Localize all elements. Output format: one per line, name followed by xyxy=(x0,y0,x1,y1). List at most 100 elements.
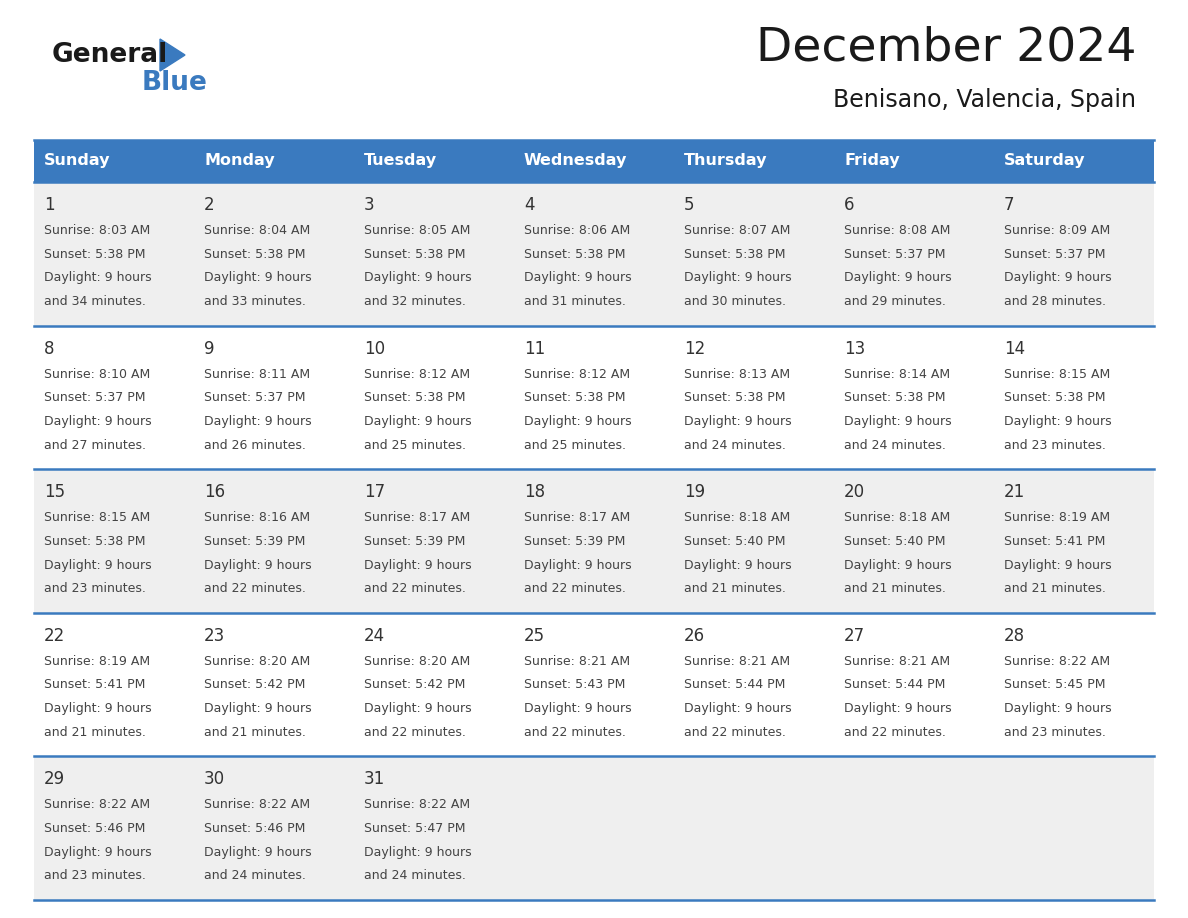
Text: Sunrise: 8:11 AM: Sunrise: 8:11 AM xyxy=(204,367,310,381)
Text: Sunset: 5:42 PM: Sunset: 5:42 PM xyxy=(204,678,305,691)
Text: and 23 minutes.: and 23 minutes. xyxy=(44,869,146,882)
Bar xyxy=(34,182,194,326)
Text: and 32 minutes.: and 32 minutes. xyxy=(364,295,466,308)
Text: and 24 minutes.: and 24 minutes. xyxy=(684,439,786,452)
Text: Sunrise: 8:18 AM: Sunrise: 8:18 AM xyxy=(684,511,790,524)
Text: Daylight: 9 hours: Daylight: 9 hours xyxy=(684,702,791,715)
Text: and 25 minutes.: and 25 minutes. xyxy=(524,439,626,452)
Bar xyxy=(834,613,994,756)
Text: Sunrise: 8:17 AM: Sunrise: 8:17 AM xyxy=(524,511,631,524)
Bar xyxy=(34,326,194,469)
Text: 10: 10 xyxy=(364,340,385,358)
Bar xyxy=(514,613,674,756)
Text: and 21 minutes.: and 21 minutes. xyxy=(44,726,146,739)
Text: and 34 minutes.: and 34 minutes. xyxy=(44,295,146,308)
Text: Blue: Blue xyxy=(143,70,208,96)
Text: Sunrise: 8:08 AM: Sunrise: 8:08 AM xyxy=(843,224,950,237)
Text: Sunday: Sunday xyxy=(44,153,110,169)
Text: and 25 minutes.: and 25 minutes. xyxy=(364,439,466,452)
Text: 8: 8 xyxy=(44,340,55,358)
Text: Sunset: 5:39 PM: Sunset: 5:39 PM xyxy=(524,535,625,548)
Text: Wednesday: Wednesday xyxy=(524,153,627,169)
Bar xyxy=(354,756,514,900)
Text: Sunset: 5:37 PM: Sunset: 5:37 PM xyxy=(204,391,305,404)
Text: Daylight: 9 hours: Daylight: 9 hours xyxy=(44,702,152,715)
Text: Daylight: 9 hours: Daylight: 9 hours xyxy=(843,702,952,715)
Text: Sunset: 5:38 PM: Sunset: 5:38 PM xyxy=(684,248,785,261)
Text: Thursday: Thursday xyxy=(684,153,767,169)
Text: 28: 28 xyxy=(1004,627,1025,644)
Text: and 22 minutes.: and 22 minutes. xyxy=(684,726,786,739)
Text: Sunrise: 8:09 AM: Sunrise: 8:09 AM xyxy=(1004,224,1111,237)
Text: Sunrise: 8:06 AM: Sunrise: 8:06 AM xyxy=(524,224,631,237)
Text: and 22 minutes.: and 22 minutes. xyxy=(843,726,946,739)
Text: Sunset: 5:38 PM: Sunset: 5:38 PM xyxy=(204,248,305,261)
Text: Sunrise: 8:05 AM: Sunrise: 8:05 AM xyxy=(364,224,470,237)
Text: Sunset: 5:45 PM: Sunset: 5:45 PM xyxy=(1004,678,1106,691)
Text: 4: 4 xyxy=(524,196,535,214)
Text: and 26 minutes.: and 26 minutes. xyxy=(204,439,305,452)
Text: Daylight: 9 hours: Daylight: 9 hours xyxy=(524,702,632,715)
Text: Daylight: 9 hours: Daylight: 9 hours xyxy=(684,272,791,285)
Text: and 22 minutes.: and 22 minutes. xyxy=(364,726,466,739)
Bar xyxy=(194,326,354,469)
Text: Daylight: 9 hours: Daylight: 9 hours xyxy=(524,272,632,285)
Bar xyxy=(834,469,994,613)
Text: Sunset: 5:38 PM: Sunset: 5:38 PM xyxy=(44,248,145,261)
Text: Daylight: 9 hours: Daylight: 9 hours xyxy=(684,558,791,572)
Text: 25: 25 xyxy=(524,627,545,644)
Text: 29: 29 xyxy=(44,770,65,789)
Text: Daylight: 9 hours: Daylight: 9 hours xyxy=(684,415,791,428)
Text: Sunset: 5:38 PM: Sunset: 5:38 PM xyxy=(524,391,626,404)
Text: Sunset: 5:39 PM: Sunset: 5:39 PM xyxy=(204,535,305,548)
Text: Sunset: 5:37 PM: Sunset: 5:37 PM xyxy=(44,391,145,404)
Bar xyxy=(34,140,194,182)
Bar xyxy=(354,469,514,613)
Bar xyxy=(994,756,1154,900)
Bar xyxy=(514,182,674,326)
Text: Sunset: 5:44 PM: Sunset: 5:44 PM xyxy=(684,678,785,691)
Text: Daylight: 9 hours: Daylight: 9 hours xyxy=(364,845,472,858)
Text: and 24 minutes.: and 24 minutes. xyxy=(364,869,466,882)
Text: Daylight: 9 hours: Daylight: 9 hours xyxy=(204,845,311,858)
Bar xyxy=(834,182,994,326)
Text: Daylight: 9 hours: Daylight: 9 hours xyxy=(1004,415,1112,428)
Text: and 22 minutes.: and 22 minutes. xyxy=(524,582,626,595)
Text: Sunrise: 8:03 AM: Sunrise: 8:03 AM xyxy=(44,224,150,237)
Bar xyxy=(194,140,354,182)
Text: 24: 24 xyxy=(364,627,385,644)
Text: 6: 6 xyxy=(843,196,854,214)
Text: 7: 7 xyxy=(1004,196,1015,214)
Text: December 2024: December 2024 xyxy=(756,26,1136,71)
Bar xyxy=(674,469,834,613)
Bar xyxy=(994,469,1154,613)
Text: Daylight: 9 hours: Daylight: 9 hours xyxy=(843,272,952,285)
Bar xyxy=(674,140,834,182)
Bar xyxy=(34,756,194,900)
Text: Daylight: 9 hours: Daylight: 9 hours xyxy=(44,272,152,285)
Text: Daylight: 9 hours: Daylight: 9 hours xyxy=(364,272,472,285)
Text: Sunset: 5:43 PM: Sunset: 5:43 PM xyxy=(524,678,625,691)
Text: Sunset: 5:42 PM: Sunset: 5:42 PM xyxy=(364,678,466,691)
Text: Sunrise: 8:19 AM: Sunrise: 8:19 AM xyxy=(1004,511,1110,524)
Text: 20: 20 xyxy=(843,483,865,501)
Text: Daylight: 9 hours: Daylight: 9 hours xyxy=(364,702,472,715)
Text: 3: 3 xyxy=(364,196,374,214)
Text: Sunrise: 8:17 AM: Sunrise: 8:17 AM xyxy=(364,511,470,524)
Text: Daylight: 9 hours: Daylight: 9 hours xyxy=(843,415,952,428)
Text: Sunset: 5:46 PM: Sunset: 5:46 PM xyxy=(44,823,145,835)
Text: Sunset: 5:38 PM: Sunset: 5:38 PM xyxy=(684,391,785,404)
Text: 16: 16 xyxy=(204,483,225,501)
Text: Sunset: 5:40 PM: Sunset: 5:40 PM xyxy=(843,535,946,548)
Text: Daylight: 9 hours: Daylight: 9 hours xyxy=(204,272,311,285)
Text: Friday: Friday xyxy=(843,153,899,169)
Text: 30: 30 xyxy=(204,770,225,789)
Text: Sunset: 5:38 PM: Sunset: 5:38 PM xyxy=(1004,391,1106,404)
Text: Sunrise: 8:12 AM: Sunrise: 8:12 AM xyxy=(524,367,630,381)
Bar xyxy=(674,613,834,756)
Text: Sunrise: 8:12 AM: Sunrise: 8:12 AM xyxy=(364,367,470,381)
Text: 2: 2 xyxy=(204,196,215,214)
Text: Sunrise: 8:21 AM: Sunrise: 8:21 AM xyxy=(524,655,630,667)
Bar xyxy=(514,469,674,613)
Text: Daylight: 9 hours: Daylight: 9 hours xyxy=(204,702,311,715)
